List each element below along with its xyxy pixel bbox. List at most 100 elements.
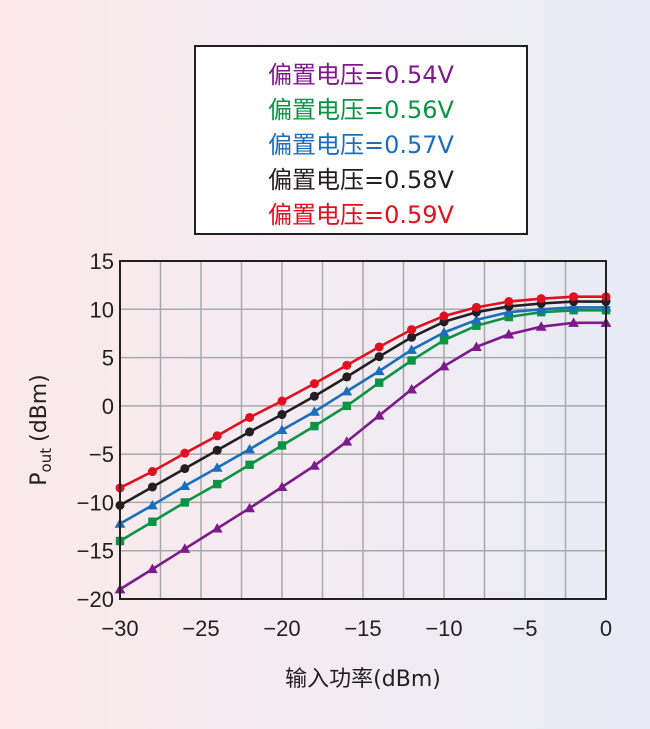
legend: 偏置电压=0.54V 偏置电压=0.56V 偏置电压=0.57V 偏置电压=0.… bbox=[194, 45, 528, 235]
data-point bbox=[471, 314, 482, 324]
x-tick-label: −5 bbox=[512, 616, 537, 641]
legend-item-0: 偏置电压=0.54V bbox=[268, 61, 454, 89]
data-point bbox=[568, 317, 579, 327]
data-point bbox=[309, 406, 320, 416]
data-point bbox=[179, 543, 191, 553]
data-point bbox=[245, 460, 254, 469]
data-point bbox=[472, 321, 481, 330]
data-point bbox=[504, 297, 514, 307]
data-point bbox=[309, 460, 320, 470]
legend-item-2: 偏置电压=0.57V bbox=[268, 131, 454, 159]
data-point bbox=[407, 332, 417, 342]
data-point bbox=[373, 410, 385, 420]
series-line bbox=[119, 295, 606, 490]
x-tick-label: −25 bbox=[182, 616, 219, 641]
data-point bbox=[276, 424, 288, 435]
data-point bbox=[471, 341, 482, 351]
y-tick-label: −5 bbox=[89, 442, 114, 467]
data-point bbox=[213, 479, 222, 489]
data-point bbox=[503, 306, 515, 317]
y-tick-label: 10 bbox=[90, 297, 114, 322]
data-point bbox=[341, 436, 353, 446]
y-axis-label: Pout (dBm) bbox=[27, 374, 55, 486]
data-point bbox=[568, 301, 579, 312]
data-point bbox=[179, 480, 191, 491]
data-point bbox=[569, 292, 579, 302]
data-point bbox=[342, 360, 352, 370]
data-point bbox=[375, 378, 384, 387]
data-point bbox=[309, 391, 319, 401]
series-0 bbox=[114, 317, 612, 594]
data-point bbox=[438, 360, 450, 371]
x-tick-label: −15 bbox=[344, 616, 381, 641]
data-point bbox=[276, 481, 288, 492]
data-point bbox=[147, 499, 158, 510]
x-tick-label: −20 bbox=[263, 616, 300, 641]
data-point bbox=[504, 312, 513, 322]
data-point bbox=[180, 464, 190, 474]
tick-labels: −30 −25 −20 −15 −10 −5 0 −20 −15 −10 −5 0 5 10 15 bbox=[77, 249, 612, 641]
data-point bbox=[471, 302, 481, 312]
data-point bbox=[277, 396, 287, 406]
data-point bbox=[245, 412, 255, 422]
data-point bbox=[342, 401, 351, 411]
legend-item-1: 偏置电压=0.56V bbox=[268, 96, 454, 124]
data-point bbox=[277, 410, 287, 420]
y-axis-label-unit: (dBm) bbox=[27, 374, 52, 442]
data-point bbox=[147, 482, 157, 492]
series-line bbox=[119, 306, 606, 525]
data-point bbox=[342, 372, 352, 382]
series-line bbox=[119, 321, 606, 591]
y-tick-label: 5 bbox=[102, 346, 114, 371]
data-point bbox=[147, 563, 158, 574]
data-point bbox=[309, 379, 319, 389]
data-point bbox=[439, 311, 449, 321]
y-axis-label-main: P bbox=[27, 472, 52, 485]
data-point bbox=[244, 443, 255, 454]
x-tick-label: 0 bbox=[600, 616, 612, 641]
series-2 bbox=[114, 301, 612, 528]
data-point bbox=[310, 421, 319, 431]
data-point bbox=[147, 467, 157, 477]
data-point bbox=[406, 344, 417, 354]
series-layer bbox=[114, 292, 612, 594]
data-point bbox=[212, 445, 222, 455]
y-tick-label: 0 bbox=[102, 394, 114, 419]
data-point bbox=[245, 427, 255, 437]
data-point bbox=[211, 462, 223, 472]
data-point bbox=[277, 441, 287, 450]
y-tick-label: −15 bbox=[77, 539, 114, 564]
data-point bbox=[503, 328, 515, 339]
y-tick-label: −20 bbox=[77, 587, 114, 612]
legend-item-4: 偏置电压=0.59V bbox=[268, 201, 454, 229]
data-point bbox=[438, 327, 450, 337]
data-point bbox=[439, 335, 449, 345]
data-point bbox=[211, 523, 223, 533]
x-tick-label: −30 bbox=[101, 616, 138, 641]
data-point bbox=[341, 385, 353, 396]
data-point bbox=[212, 431, 222, 441]
data-point bbox=[180, 448, 190, 458]
data-point bbox=[536, 294, 546, 304]
data-point bbox=[148, 517, 157, 526]
data-point bbox=[374, 352, 384, 362]
series-4 bbox=[115, 292, 611, 493]
series-line bbox=[119, 308, 606, 543]
data-point bbox=[244, 502, 255, 513]
series-line bbox=[119, 300, 606, 507]
y-axis-label-subscript: out bbox=[37, 448, 55, 473]
y-tick-label: −10 bbox=[77, 490, 114, 515]
data-point bbox=[535, 303, 547, 314]
data-point bbox=[535, 321, 547, 331]
data-point bbox=[407, 356, 416, 365]
x-tick-label: −10 bbox=[425, 616, 462, 641]
data-point bbox=[374, 342, 384, 352]
legend-item-3: 偏置电压=0.58V bbox=[268, 166, 454, 194]
data-point bbox=[373, 365, 385, 376]
data-point bbox=[407, 325, 417, 335]
x-axis-label: 输入功率(dBm) bbox=[285, 667, 441, 692]
data-point bbox=[406, 384, 417, 394]
data-point bbox=[180, 498, 189, 507]
